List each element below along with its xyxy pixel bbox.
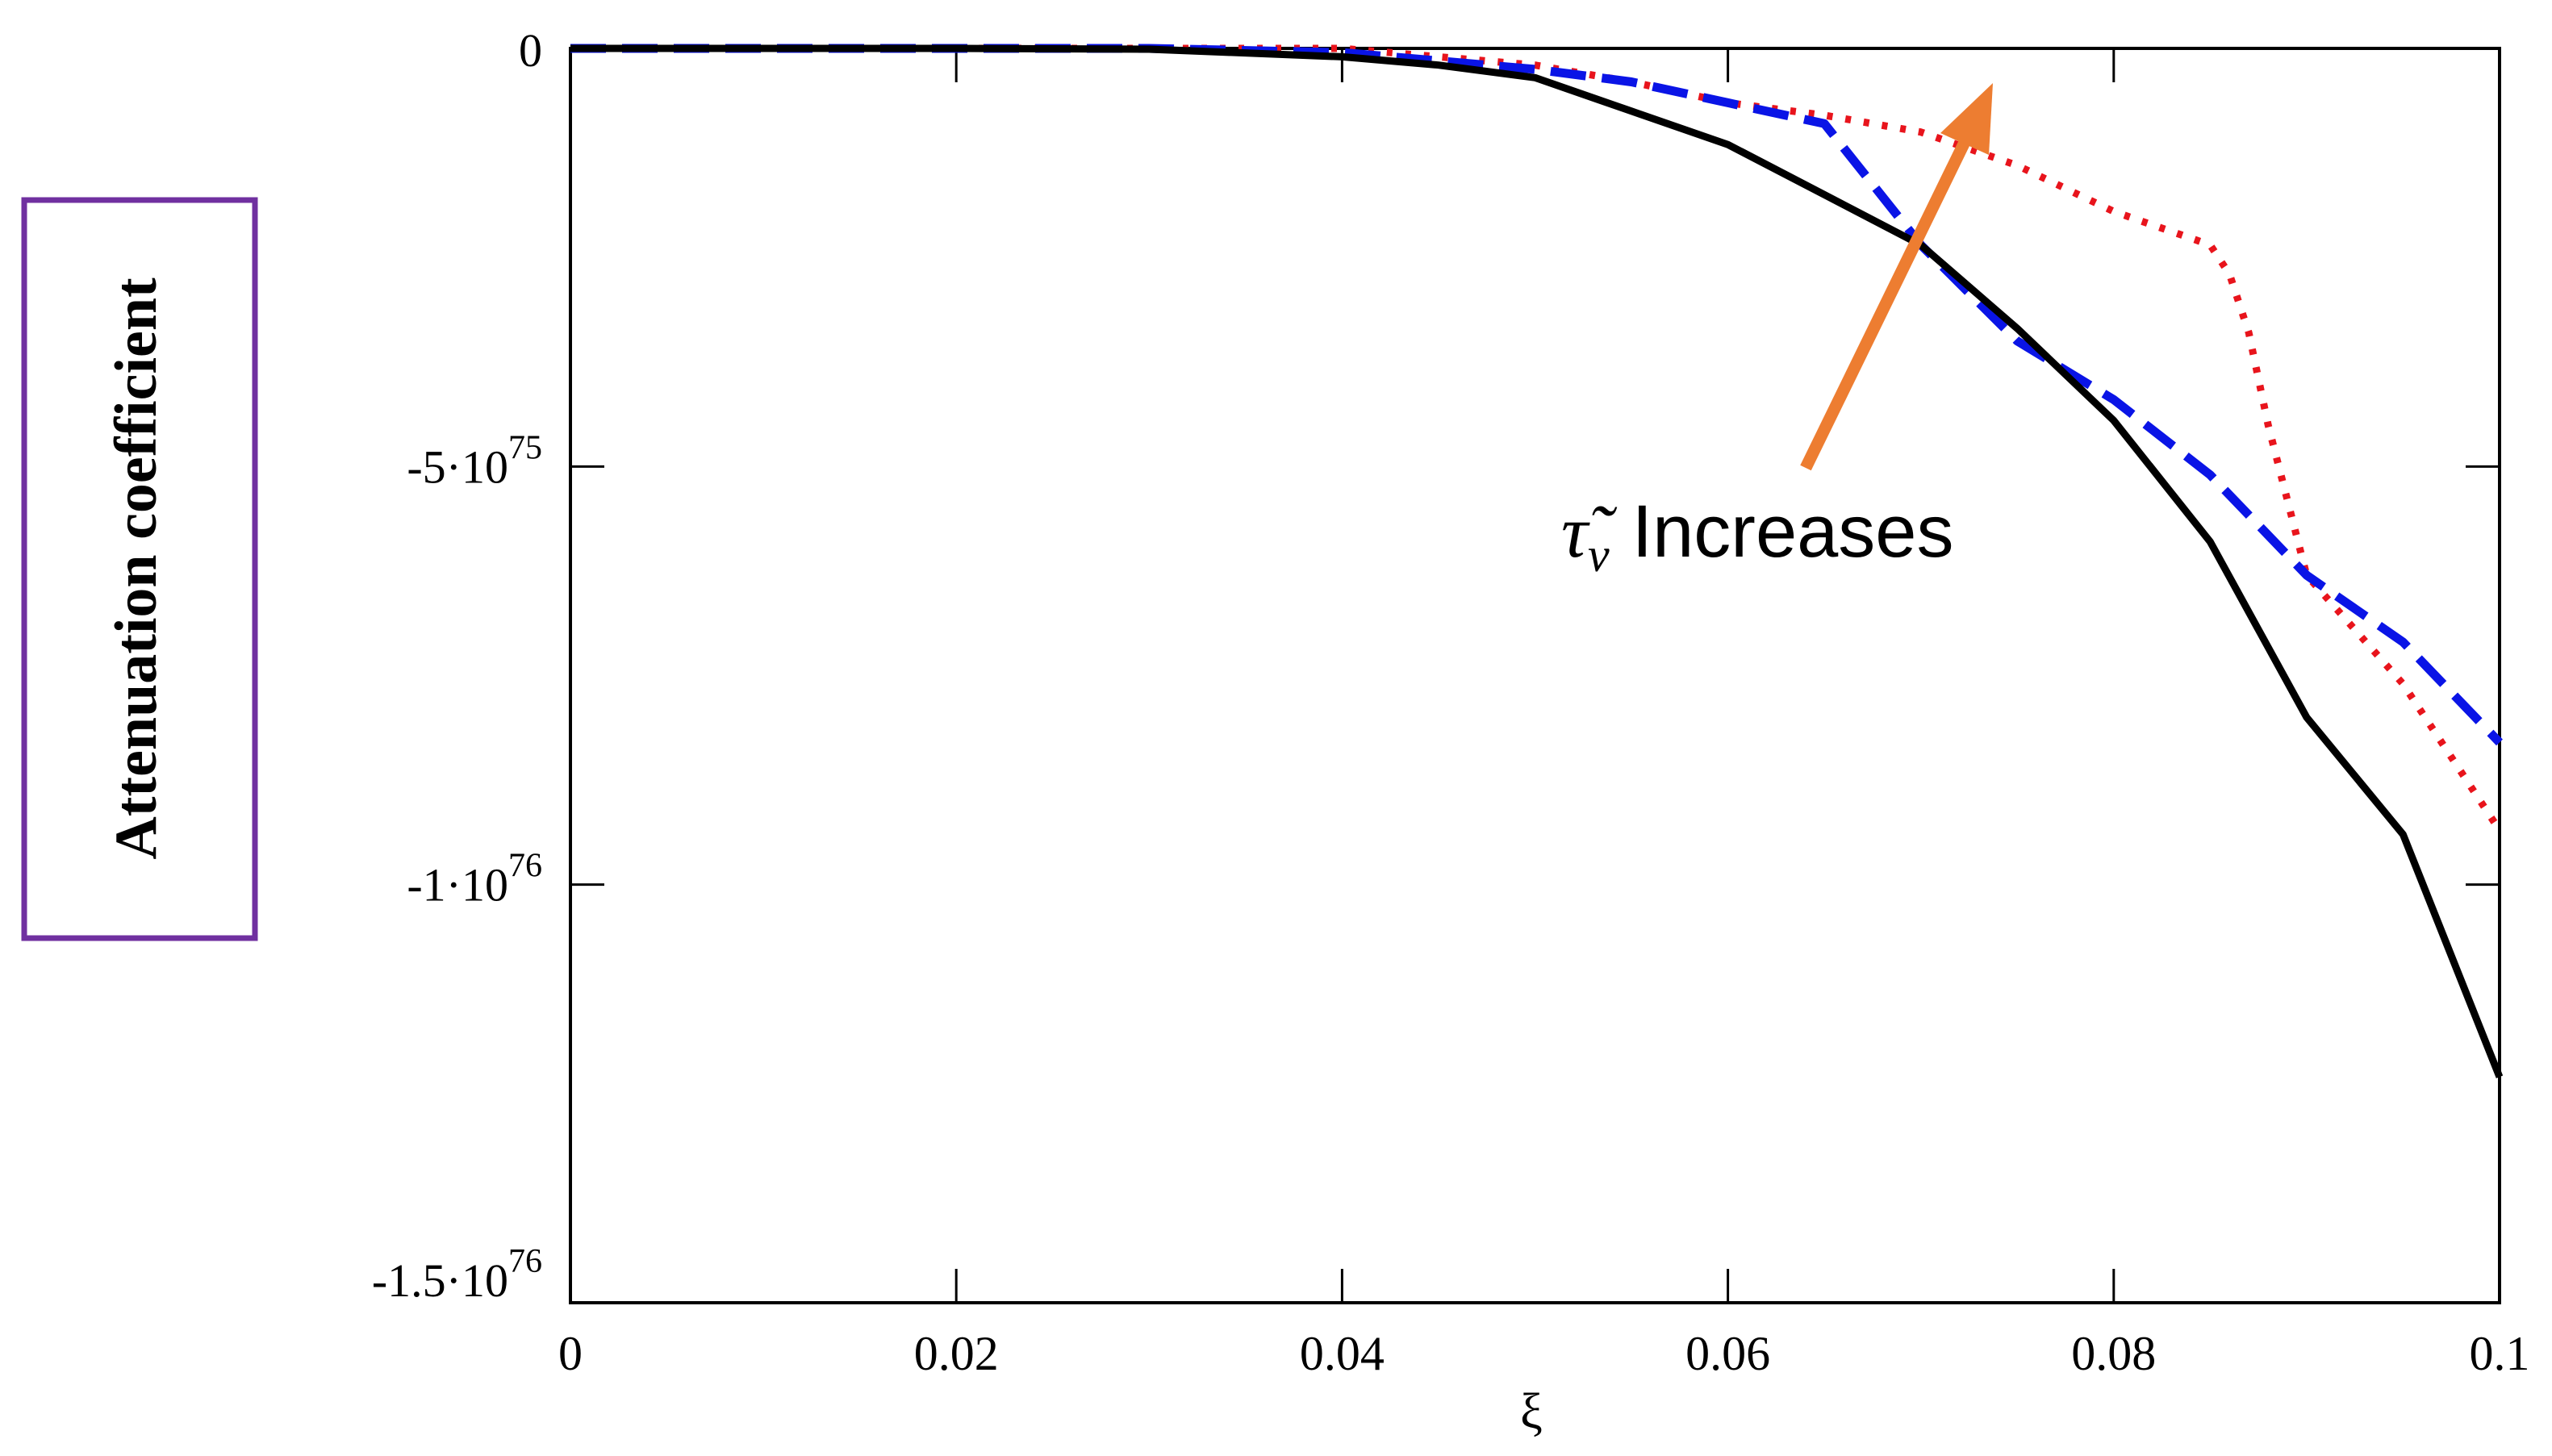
ylabel-box xyxy=(21,197,258,941)
series-line-solid xyxy=(570,44,2504,1078)
annotation-text: Increases xyxy=(1632,490,1954,573)
x-tick-label: 0.08 xyxy=(2071,1327,2156,1380)
x-axis-label: ξ xyxy=(1520,1384,1543,1439)
x-tick-label: 0.06 xyxy=(1685,1327,1770,1380)
annotation-arrow xyxy=(1800,83,1993,471)
plot-frame xyxy=(569,47,2501,1304)
x-tick-labels: 0 0.02 0.04 0.06 0.08 0.1 xyxy=(558,1327,2530,1380)
axis-ticks xyxy=(569,47,2501,1304)
x-tick-label: 0.04 xyxy=(1300,1327,1385,1380)
y-tick-label: 0 xyxy=(519,24,542,77)
annotation-subscript: ν xyxy=(1588,528,1610,582)
y-tick-label: -5·1075 xyxy=(407,429,542,493)
y-tick-labels: 0 -5·1075 -1·1076 -1.5·1076 xyxy=(372,24,542,1307)
y-tick-label: -1.5·1076 xyxy=(372,1243,542,1307)
series-line-dashed xyxy=(570,44,2503,746)
x-tick-label: 0.02 xyxy=(914,1327,999,1380)
series-layer xyxy=(570,44,2504,1078)
x-tick-label: 0.1 xyxy=(2470,1327,2530,1380)
annotation-label: τ̃ν Increases xyxy=(1561,490,1953,582)
y-axis-label: Attenuation coefficient xyxy=(103,277,169,860)
x-tick-label: 0 xyxy=(558,1327,583,1380)
y-tick-label: -1·1076 xyxy=(407,848,542,912)
